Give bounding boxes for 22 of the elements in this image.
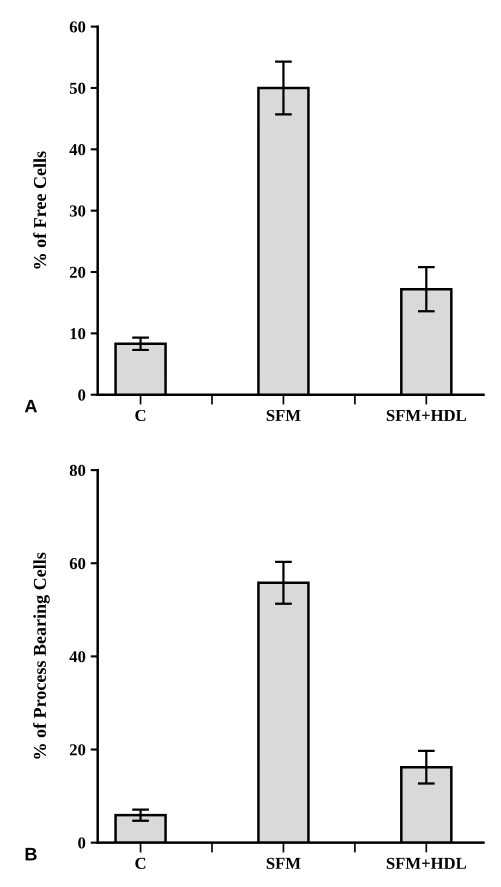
y-tick-label: 0 (78, 389, 86, 401)
y-tick-label: 60 (70, 558, 86, 570)
x-tick-label: C (135, 410, 146, 422)
text: B (26, 848, 37, 860)
y-tick-label: 10 (70, 328, 86, 340)
y-tick-label: 30 (70, 205, 86, 217)
x-tick-label: SFM+HDL (386, 410, 466, 422)
y-tick-label: 20 (70, 266, 86, 278)
text: A (24, 400, 37, 412)
y-tick-label: 60 (70, 21, 86, 33)
x-tick-label: C (135, 858, 146, 869)
y-axis-title: % of Free Cells (33, 151, 46, 269)
x-tick-label: SFM (266, 858, 301, 869)
x-tick-label: SFM (266, 410, 301, 422)
x-tick-label: SFM+HDL (386, 858, 466, 869)
y-axis-title: % of Process Bearing Cells (33, 552, 50, 759)
y-tick-label: 20 (70, 744, 86, 756)
y-tick-label: 50 (70, 82, 86, 94)
y-tick-label: 40 (69, 651, 86, 662)
y-tick-label: 40 (69, 144, 86, 156)
y-tick-label: 80 (70, 464, 86, 476)
y-tick-label: 0 (78, 837, 86, 849)
